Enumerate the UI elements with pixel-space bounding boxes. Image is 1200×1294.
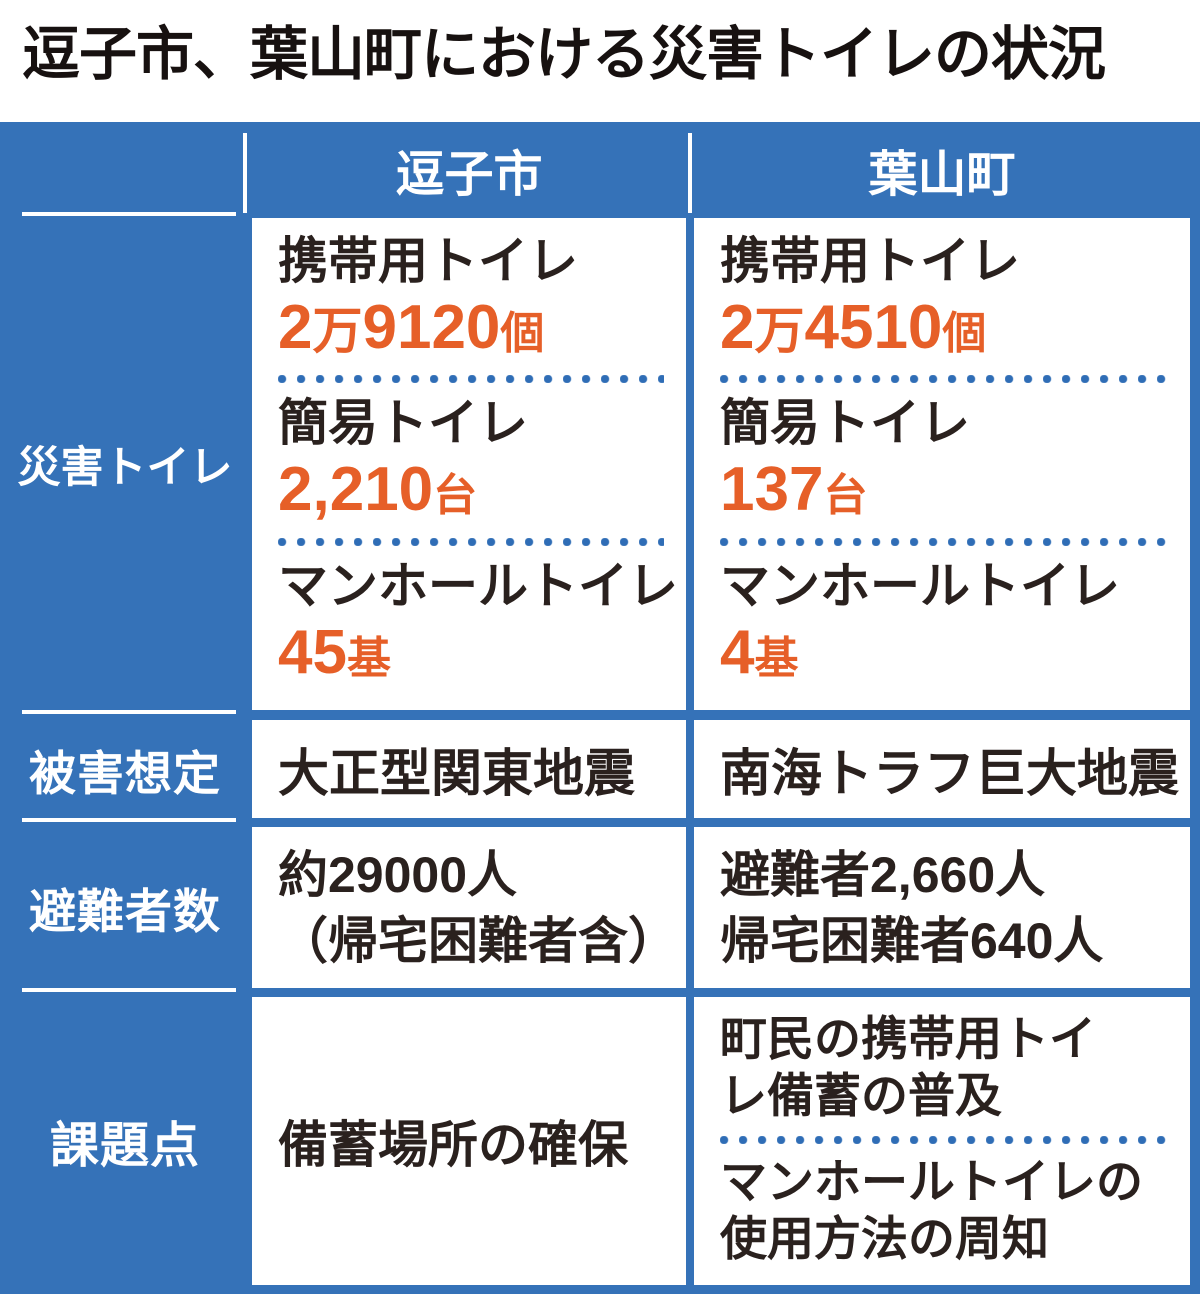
dotted-divider: [720, 375, 1168, 384]
stranded-count-line: 帰宅困難者640人: [720, 912, 1104, 969]
header-divider-left: [243, 133, 247, 213]
toilet-count-value: 137台: [720, 455, 868, 525]
page-title: 逗子市、葉山町における災害トイレの状況: [22, 22, 1106, 87]
evacuee-count-note: （帰宅困難者含）: [278, 912, 678, 969]
label-separator-line: [22, 212, 236, 216]
cell-damage-assumption-zushi: 大正型関東地震: [252, 720, 686, 818]
row-label-disaster-toilets: 災害トイレ: [17, 444, 233, 492]
label-separator-line: [22, 710, 236, 714]
cell-disaster-toilets-hayama: 携帯用トイレ 2万4510個 簡易トイレ 137台 マンホールトイレ 4基: [694, 218, 1190, 710]
cell-evacuees-hayama: 避難者2,660人 帰宅困難者640人: [694, 827, 1190, 988]
label-separator-line: [22, 818, 236, 822]
evacuee-count-line: 避難者2,660人: [720, 846, 1046, 903]
status-table: 逗子市 葉山町 災害トイレ 被害想定 避難者数 課題点 携帯用トイレ 2万912…: [0, 122, 1200, 1294]
dotted-divider: [278, 537, 664, 546]
toilet-type-label: 携帯用トイレ: [278, 233, 578, 289]
column-header-hayama: 葉山町: [868, 147, 1016, 202]
row-label-damage-assumption: 被害想定: [29, 746, 221, 800]
dotted-divider: [720, 537, 1168, 546]
toilet-type-label: マンホールトイレ: [278, 557, 678, 614]
issue-text-line: マンホールトイレの: [720, 1154, 1143, 1208]
row-label-evacuee-count: 避難者数: [29, 885, 221, 938]
toilet-type-label: 携帯用トイレ: [720, 233, 1020, 289]
toilet-count-value: 2,210台: [278, 455, 478, 525]
toilet-count-value: 45基: [278, 617, 391, 687]
toilet-type-label: マンホールトイレ: [720, 557, 1120, 614]
label-separator-line: [22, 988, 236, 992]
toilet-count-value: 2万9120個: [278, 293, 545, 362]
cell-issues-hayama: 町民の携帯用トイ レ備蓄の普及 マンホールトイレの 使用方法の周知: [694, 997, 1190, 1285]
evacuee-count-line: 約29000人: [278, 846, 518, 903]
row-label-issues: 課題点: [49, 1118, 200, 1173]
column-header-zushi: 逗子市: [395, 147, 543, 202]
dotted-divider: [278, 375, 664, 384]
toilet-count-value: 2万4510個: [720, 293, 987, 362]
toilet-type-label: 簡易トイレ: [278, 395, 528, 452]
issue-text-line: 町民の携帯用トイ: [720, 1012, 1096, 1065]
toilet-count-value: 4基: [720, 617, 799, 687]
toilet-type-label: 簡易トイレ: [720, 395, 970, 452]
issue-text-line: 使用方法の周知: [720, 1211, 1049, 1265]
cell-disaster-toilets-zushi: 携帯用トイレ 2万9120個 簡易トイレ 2,210台 マンホールトイレ 45基: [252, 218, 686, 710]
header-divider-middle: [688, 133, 692, 213]
cell-issues-zushi: 備蓄場所の確保: [252, 997, 686, 1285]
dotted-divider: [720, 1135, 1168, 1144]
issue-text-line: レ備蓄の普及: [720, 1069, 1002, 1123]
cell-evacuees-zushi: 約29000人 （帰宅困難者含）: [252, 827, 686, 988]
cell-damage-assumption-hayama: 南海トラフ巨大地震: [694, 720, 1190, 818]
